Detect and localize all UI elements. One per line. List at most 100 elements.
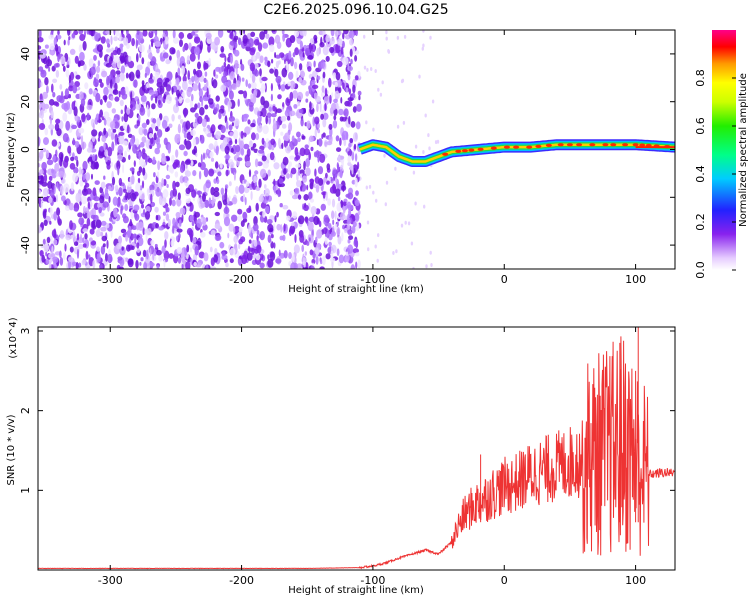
spectrogram-noise-blob	[39, 250, 44, 257]
spectrogram-outlier	[375, 198, 378, 203]
spectrogram-outlier	[372, 190, 375, 195]
spectrogram-noise-blob	[139, 261, 142, 266]
spectrogram-noise-blob	[131, 174, 135, 185]
x-tick-label: -100	[360, 574, 385, 587]
spectrogram-noise-blob	[327, 222, 332, 229]
snr-x-label: Height of straight line (km)	[288, 585, 424, 596]
spectrogram-noise-blob	[326, 180, 330, 185]
spectrogram-noise-blob	[185, 120, 191, 130]
spectrogram-noise-blob	[341, 185, 347, 191]
spectrogram-noise-blob	[296, 180, 302, 188]
spectrogram-noise-blob	[82, 174, 86, 181]
spectrogram-noise-blob	[351, 92, 356, 99]
spectrogram-noise-blob	[348, 142, 352, 148]
spectrogram-noise-blob	[338, 108, 344, 116]
spectrogram-noise-blob	[98, 206, 103, 214]
spectrogram-noise-blob	[348, 88, 352, 95]
spectrogram-noise-blob	[310, 146, 314, 152]
spectrogram-noise-blob	[218, 112, 222, 120]
spectrogram-noise-blob	[100, 245, 106, 255]
spectrogram-noise-blob	[294, 47, 299, 56]
spectrogram-noise-blob	[61, 195, 66, 202]
spectrogram-noise-blob	[228, 124, 233, 131]
spectrogram-noise-blob	[92, 91, 97, 97]
spectrogram-noise-blob	[316, 103, 319, 113]
spectrogram-noise-blob	[222, 137, 228, 147]
spectrogram-noise-blob	[145, 205, 151, 213]
spectrogram-noise-blob	[327, 198, 331, 206]
spectrogram-noise-blob	[113, 30, 116, 36]
spectrogram-outlier	[385, 180, 389, 185]
spectrogram-noise-blob	[253, 223, 259, 232]
spectrogram-noise-blob	[197, 115, 203, 125]
spectrogram-noise-blob	[189, 99, 193, 110]
spectrogram-noise-blob	[255, 51, 261, 59]
spectrogram-noise-blob	[251, 132, 256, 141]
spectrogram-noise-blob	[63, 39, 66, 46]
spectrogram-noise-blob	[292, 52, 296, 58]
spectrogram-noise-blob	[314, 168, 317, 177]
spectrogram-noise-blob	[160, 155, 167, 165]
spectrogram-noise-blob	[202, 224, 208, 231]
spectrogram-noise-blob	[113, 207, 118, 218]
colorbar-label: Normalized spectral amplitude	[738, 73, 749, 227]
spectrogram-noise-blob	[174, 171, 179, 178]
spectrogram-noise-blob	[214, 223, 221, 230]
spectrogram-noise-blob	[158, 226, 165, 231]
spectrogram-noise-blob	[272, 123, 278, 132]
spectrogram-noise-blob	[333, 108, 338, 116]
spectrogram-noise-blob	[141, 193, 145, 202]
spectrogram-noise-blob	[336, 226, 341, 236]
y-tick-label: 0	[19, 146, 32, 153]
spectrogram-y-ticks: -40 -20 0 20 40	[19, 47, 675, 254]
spectrogram-noise-blob	[289, 80, 296, 90]
spectrogram-noise-blob	[340, 46, 344, 55]
spectrogram-noise-blob	[118, 235, 122, 245]
spectrogram-noise-blob	[238, 243, 241, 250]
spectrogram-noise-blob	[284, 109, 291, 117]
spectrogram-noise-blob	[38, 137, 41, 147]
spectrogram-noise-blob	[141, 122, 147, 129]
spectrogram-noise-blob	[95, 65, 101, 73]
spectrogram-noise-blob	[248, 38, 254, 48]
spectrogram-noise-blob	[156, 249, 162, 256]
spectrogram-noise-blob	[354, 177, 358, 188]
spectrogram-noise-blob	[78, 262, 82, 268]
spectrogram-noise-blob	[337, 235, 342, 245]
spectrogram-noise-blob	[285, 60, 289, 71]
spectrogram-noise-blob	[48, 99, 55, 106]
spectrogram-noise-blob	[169, 55, 172, 61]
spectrogram-noise-blob	[314, 37, 318, 43]
spectrogram-noise-blob	[156, 171, 160, 178]
snr-x-ticks: -300 -200 -100 0 100	[98, 327, 646, 587]
spectrogram-noise-blob	[80, 195, 87, 205]
spectrogram-noise-blob	[244, 126, 251, 135]
spectrogram-noise-blob	[319, 259, 323, 265]
spectrogram-noise-blob	[100, 231, 104, 237]
spectrogram-outlier	[385, 36, 388, 41]
spectrogram-noise-blob	[68, 202, 74, 211]
spectrogram-noise-blob	[76, 248, 80, 259]
spectrogram-noise-blob	[126, 107, 131, 115]
spectrogram-noise-blob	[205, 32, 212, 40]
spectrogram-noise-blob	[116, 47, 121, 56]
spectrogram-noise-blob	[204, 83, 207, 92]
spectrogram-noise-blob	[197, 61, 201, 70]
spectrogram-noise-blob	[98, 78, 103, 83]
x-tick-label: -300	[98, 273, 123, 286]
spectrogram-noise-blob	[309, 182, 314, 190]
spectrogram-noise-blob	[341, 130, 349, 140]
spectrogram-noise-blob	[329, 94, 332, 104]
spectrogram-noise-blob	[323, 214, 329, 223]
spectrogram-noise-blob	[357, 90, 362, 96]
spectrogram-noise-blob	[176, 228, 183, 233]
spectrogram-noise-blob	[90, 240, 97, 246]
x-tick-label: 100	[625, 273, 646, 286]
spectrogram-noise-blob	[223, 71, 227, 78]
spectrogram-noise-blob	[214, 161, 219, 169]
spectrogram-noise-blob	[295, 155, 301, 161]
spectrogram-noise-blob	[135, 69, 141, 79]
spectrogram-noise-blob	[95, 161, 99, 170]
colorbar-tick-label: 0.0	[694, 261, 707, 279]
spectrogram-noise-blob	[264, 205, 270, 214]
